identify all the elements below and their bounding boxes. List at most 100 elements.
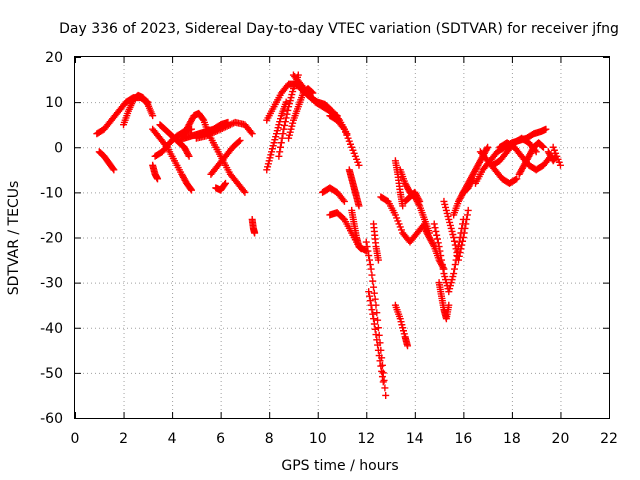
data-point bbox=[283, 110, 291, 118]
data-point bbox=[365, 288, 373, 296]
axis-ticks: 0 2 4 6 8 10 12 14 16 18 20 22 -60 -50 -40 -30 -20 -10 0 10… bbox=[40, 50, 618, 447]
data-point bbox=[247, 128, 255, 136]
data-point bbox=[209, 129, 217, 137]
y-tick-label: 20 bbox=[45, 50, 63, 66]
series-arc-l bbox=[212, 179, 229, 194]
data-point bbox=[374, 341, 382, 349]
data-point bbox=[431, 224, 439, 232]
series-arc-ar bbox=[549, 143, 564, 169]
data-point bbox=[199, 115, 207, 123]
y-axis-label: SDTVAR / TECUs bbox=[6, 181, 22, 296]
data-point bbox=[339, 124, 347, 132]
data-point bbox=[539, 143, 547, 151]
data-point bbox=[368, 271, 376, 279]
data-point bbox=[275, 152, 283, 160]
data-point bbox=[542, 125, 550, 133]
data-point bbox=[202, 132, 210, 140]
data-point bbox=[556, 161, 564, 169]
series-arc-o bbox=[263, 98, 290, 174]
series-arc-ae bbox=[401, 188, 424, 205]
data-point bbox=[357, 245, 365, 253]
data-point bbox=[277, 143, 285, 151]
data-point bbox=[215, 126, 223, 134]
data-point bbox=[433, 231, 441, 239]
data-point bbox=[378, 373, 386, 381]
data-point bbox=[362, 238, 370, 246]
x-tick-label: 18 bbox=[503, 431, 521, 447]
plot-frame bbox=[74, 56, 610, 419]
data-point bbox=[367, 265, 375, 273]
series-arc-ab bbox=[377, 193, 429, 246]
data-point bbox=[308, 88, 316, 96]
data-point bbox=[355, 161, 363, 169]
data-point bbox=[538, 142, 546, 150]
data-point bbox=[539, 142, 547, 150]
data-point bbox=[463, 211, 471, 219]
data-point bbox=[382, 391, 390, 399]
series-arc-j bbox=[207, 136, 244, 178]
data-point bbox=[284, 106, 292, 114]
data-point bbox=[364, 247, 372, 255]
data-point bbox=[461, 224, 469, 232]
series-arc-ap bbox=[515, 139, 547, 178]
data-point bbox=[483, 145, 491, 153]
data-point bbox=[372, 331, 380, 339]
x-tick-label: 8 bbox=[265, 431, 274, 447]
series-arc-ai bbox=[440, 197, 472, 264]
data-point bbox=[110, 166, 118, 174]
series-arc-i bbox=[192, 118, 256, 142]
data-point bbox=[282, 114, 290, 122]
y-tick-label: -30 bbox=[40, 276, 63, 292]
data-point bbox=[379, 378, 387, 386]
series-arc-ah bbox=[435, 279, 453, 323]
data-point bbox=[376, 357, 384, 365]
data-point bbox=[432, 227, 440, 235]
data-point bbox=[374, 256, 382, 264]
data-point bbox=[459, 234, 467, 241]
series-arc-aa bbox=[391, 301, 412, 350]
data-point bbox=[399, 202, 407, 210]
data-point bbox=[221, 179, 229, 187]
data-point bbox=[280, 125, 288, 133]
data-point bbox=[450, 270, 458, 278]
data-point bbox=[218, 124, 226, 132]
series-arc-t bbox=[319, 184, 348, 205]
data-point bbox=[378, 367, 386, 375]
data-points bbox=[93, 71, 564, 399]
data-point bbox=[512, 176, 520, 184]
data-point bbox=[241, 188, 249, 196]
x-tick-label: 22 bbox=[600, 431, 618, 447]
data-point bbox=[368, 306, 376, 314]
x-tick-label: 14 bbox=[406, 431, 424, 447]
data-point bbox=[451, 241, 459, 249]
y-tick-label: -50 bbox=[40, 366, 63, 382]
data-point bbox=[226, 121, 234, 129]
data-point bbox=[436, 247, 444, 255]
data-point bbox=[463, 215, 471, 223]
data-point bbox=[437, 252, 445, 260]
data-point bbox=[404, 342, 412, 350]
data-point bbox=[188, 186, 196, 194]
data-point bbox=[433, 235, 441, 243]
data-point bbox=[205, 130, 213, 138]
data-point bbox=[248, 130, 256, 138]
data-point bbox=[281, 121, 289, 129]
x-tick-label: 20 bbox=[552, 431, 570, 447]
y-tick-label: -60 bbox=[40, 411, 63, 427]
data-point bbox=[149, 112, 157, 120]
data-point bbox=[279, 130, 287, 138]
data-point bbox=[373, 336, 381, 344]
data-point bbox=[277, 139, 285, 147]
series-arc-am bbox=[476, 148, 521, 187]
data-point bbox=[213, 127, 221, 135]
data-point bbox=[484, 143, 492, 151]
series-arc-p bbox=[275, 71, 302, 160]
series-arc-g bbox=[175, 109, 249, 196]
data-point bbox=[207, 130, 215, 138]
data-point bbox=[309, 89, 317, 97]
data-point bbox=[455, 252, 463, 260]
grid-lines bbox=[75, 57, 609, 418]
data-point bbox=[416, 197, 424, 205]
data-point bbox=[429, 241, 437, 249]
